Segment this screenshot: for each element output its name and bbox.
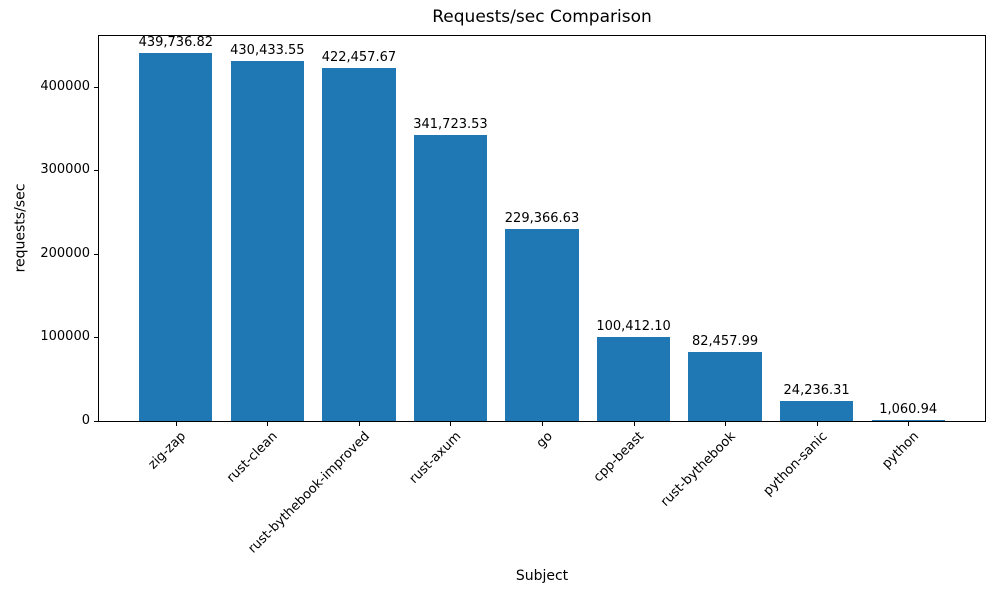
bar-value-label: 430,433.55 (230, 43, 305, 59)
x-tick-mark (542, 422, 543, 426)
x-tick-mark (633, 422, 635, 426)
x-tick-mark (267, 422, 269, 426)
bar-python-sanic (780, 400, 854, 421)
chart-title: Requests/sec Comparison (432, 7, 652, 27)
bar-value-label: 422,457.67 (321, 49, 397, 65)
bar-rust-axum (413, 135, 488, 421)
bar-value-label: 229,366.63 (504, 211, 580, 227)
bar-cpp-beast (596, 337, 671, 421)
y-tick-label: 100000 (40, 329, 90, 345)
x-tick-label-python: python (879, 429, 922, 472)
x-tick-mark (450, 422, 452, 426)
x-tick-mark (358, 422, 360, 426)
x-tick-label-rust-clean: rust-clean (224, 429, 281, 486)
bar-rust-clean (230, 61, 304, 421)
bar-value-label: 82,457.99 (691, 334, 759, 350)
bar-zig-zap (139, 53, 213, 421)
bar-go (505, 229, 579, 421)
y-tick-mark (94, 337, 98, 339)
x-tick-label-cpp-beast: cpp-beast (590, 429, 648, 486)
y-tick-label: 200000 (40, 245, 90, 261)
bar-python (871, 420, 945, 421)
y-tick-mark (94, 86, 98, 88)
bar-rust-bythebook-improved (322, 67, 396, 421)
bar-value-label: 439,736.82 (138, 35, 214, 51)
x-tick-label-go: go (533, 429, 556, 452)
y-tick-label: 300000 (40, 162, 90, 178)
x-tick-label-zig-zap: zig-zap (145, 429, 190, 473)
y-tick-mark (94, 170, 98, 172)
y-tick-label: 400000 (40, 78, 90, 94)
bar-value-label: 24,236.31 (783, 382, 850, 398)
bar-value-label: 100,412.10 (596, 319, 671, 335)
x-tick-label-rust-bythebook: rust-bythebook (657, 429, 739, 510)
bar-rust-bythebook (688, 352, 762, 421)
x-tick-label-python-sanic: python-sanic (760, 429, 831, 499)
y-tick-label: 0 (81, 413, 90, 428)
x-axis-label: Subject (515, 568, 569, 584)
x-tick-label-rust-axum: rust-axum (406, 429, 465, 487)
y-tick-mark (94, 421, 98, 422)
x-tick-mark (908, 422, 910, 426)
y-tick-mark (94, 253, 98, 255)
x-tick-mark (175, 422, 177, 426)
bar-value-label: 1,060.94 (879, 402, 938, 417)
bar-value-label: 341,723.53 (413, 117, 488, 133)
x-tick-mark (816, 422, 818, 426)
x-tick-mark (725, 422, 727, 426)
